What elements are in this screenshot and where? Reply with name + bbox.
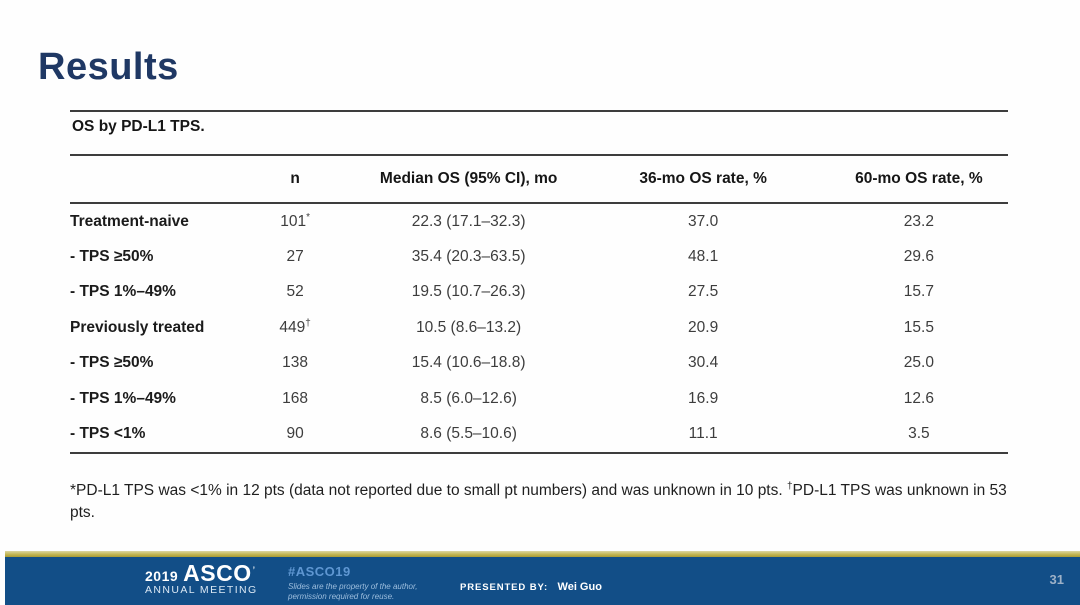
cell-36mo-os-rate: 27.5 (688, 283, 719, 301)
footer-bar: 2019 ASCO ’ ANNUAL MEETING #ASCO19 Slide… (5, 557, 1080, 605)
cell-36mo-os-rate: 11.1 (688, 425, 718, 443)
table-header: n Median OS (95% CI), mo 36-mo OS rate, % 6… (70, 154, 1008, 204)
results-table-area: OS by PD-L1 TPS. n Median OS (95% CI), mo… (70, 110, 1008, 524)
footnote: *PD-L1 TPS was <1% in 12 pts (data not r… (70, 480, 1007, 521)
table-row: - TPS 1%–49% 168 8.5 (6.0–12.6) 16.9 12.6 (70, 381, 1008, 416)
cell-36mo-os-rate: 37.0 (688, 212, 719, 230)
table-row: - TPS ≥50% 138 15.4 (10.6–18.8) 30.4 25.0 (70, 346, 1008, 381)
asco-logo-top: 2019 ASCO ’ (145, 560, 258, 586)
cell-n: 168 (282, 389, 309, 407)
cell-60mo-os-rate: 25.0 (903, 354, 934, 372)
cell-60mo-os-rate: 12.6 (903, 389, 934, 407)
column-header-2: Median OS (95% CI), mo (360, 154, 577, 204)
cell-n: 101* (280, 211, 310, 230)
cell-median-os: 8.6 (5.5–10.6) (420, 425, 517, 443)
cell-60mo-os-rate: 3.5 (908, 425, 930, 443)
cell-n: 449† (279, 317, 311, 336)
presented-by: PRESENTED BY: Wei Guo (460, 577, 602, 595)
table-row: - TPS 1%–49% 52 19.5 (10.7–26.3) 27.5 15.7 (70, 275, 1008, 310)
column-header-row-label (70, 154, 230, 204)
disclaimer-line-2: permission required for reuse. (288, 591, 395, 601)
page-number: 31 (1049, 572, 1064, 587)
logo-subtitle: ANNUAL MEETING (145, 584, 258, 596)
logo-year: 2019 (145, 568, 179, 584)
cell-n: 27 (286, 248, 304, 266)
table-body: Treatment-naive 101* 22.3 (17.1–32.3) 37.0 2… (70, 203, 1008, 453)
table-row: - TPS ≥50% 27 35.4 (20.3–63.5) 48.1 29.6 (70, 239, 1008, 274)
cell-60mo-os-rate: 23.2 (903, 212, 934, 230)
os-by-pdl1-tps-table: n Median OS (95% CI), mo 36-mo OS rate, % 6… (70, 154, 1008, 454)
logo-trademark-icon: ’ (252, 565, 256, 577)
presenter-name: Wei Guo (557, 581, 602, 593)
table-row: Treatment-naive 101* 22.3 (17.1–32.3) 37.0 2… (70, 203, 1008, 239)
page-title: Results (38, 46, 179, 88)
table-header-row: n Median OS (95% CI), mo 36-mo OS rate, % 6… (70, 154, 1008, 204)
cell-36mo-os-rate: 30.4 (688, 354, 719, 372)
table-top-rule (70, 110, 1008, 112)
logo-org: ASCO (183, 560, 252, 586)
asco-logo: 2019 ASCO ’ ANNUAL MEETING (145, 560, 258, 597)
cell-60mo-os-rate: 29.6 (903, 248, 934, 266)
gold-accent-bar (5, 551, 1080, 557)
disclaimer-line-1: Slides are the property of the author, (288, 582, 418, 591)
cell-median-os: 19.5 (10.7–26.3) (411, 283, 526, 301)
cell-median-os: 8.5 (6.0–12.6) (420, 389, 517, 407)
disclaimer: Slides are the property of the author, p… (288, 582, 417, 601)
cell-36mo-os-rate: 20.9 (688, 318, 719, 336)
cell-median-os: 35.4 (20.3–63.5) (411, 248, 526, 266)
column-header-1: n (229, 154, 361, 204)
cell-n: 138 (282, 354, 309, 372)
hashtag: #ASCO19 (288, 564, 351, 579)
cell-median-os: 22.3 (17.1–32.3) (411, 212, 526, 230)
row-label: - TPS ≥50% (70, 248, 154, 266)
row-label: Previously treated (70, 318, 205, 336)
cell-n: 52 (286, 283, 304, 301)
cell-36mo-os-rate: 16.9 (688, 389, 719, 407)
row-label: - TPS 1%–49% (70, 389, 176, 407)
cell-36mo-os-rate: 48.1 (688, 248, 719, 266)
cell-60mo-os-rate: 15.5 (903, 318, 934, 336)
column-header-3: 36-mo OS rate, % (576, 154, 830, 204)
table-caption: OS by PD-L1 TPS. (72, 118, 205, 135)
row-label: - TPS ≥50% (70, 354, 154, 372)
cell-median-os: 15.4 (10.6–18.8) (411, 354, 526, 372)
cell-median-os: 10.5 (8.6–13.2) (416, 318, 522, 336)
row-label: - TPS <1% (70, 425, 146, 443)
table-row: - TPS <1% 90 8.6 (5.5–10.6) 11.1 3.5 (70, 416, 1008, 452)
presented-by-label: PRESENTED BY: (460, 582, 549, 593)
cell-60mo-os-rate: 15.7 (903, 283, 934, 301)
row-label: - TPS 1%–49% (70, 283, 176, 301)
hashtag-block: #ASCO19 Slides are the property of the a… (288, 564, 417, 601)
column-header-4: 60-mo OS rate, % (829, 154, 1008, 204)
row-label: Treatment-naive (70, 212, 189, 230)
table-row: Previously treated 449† 10.5 (8.6–13.2) 20.… (70, 310, 1008, 345)
cell-n: 90 (286, 425, 304, 443)
